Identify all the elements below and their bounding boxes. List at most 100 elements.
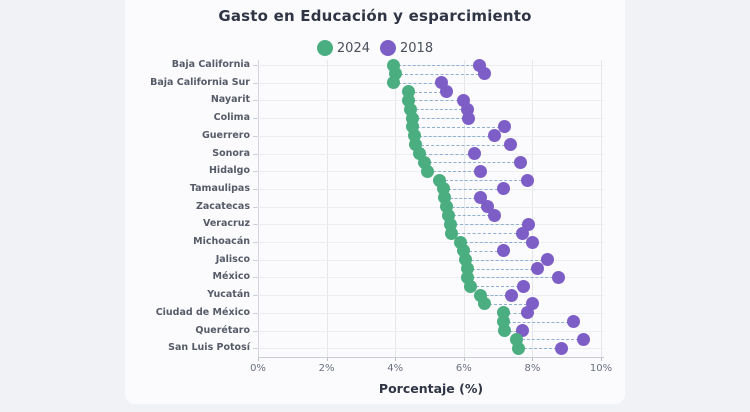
- y-axis-label: Baja California: [171, 59, 250, 70]
- x-tick-mark: [532, 357, 534, 361]
- dot-2018: [525, 235, 539, 249]
- horizontal-gridline: [258, 242, 604, 243]
- y-tick-mark: [253, 171, 258, 173]
- legend-item-2024[interactable]: 2024: [316, 40, 370, 56]
- x-axis-line: [258, 357, 604, 358]
- y-tick-mark: [253, 330, 258, 332]
- dot-2018: [440, 85, 454, 99]
- y-tick-mark: [253, 348, 258, 350]
- dot-2024: [421, 164, 435, 178]
- connector-line: [470, 259, 543, 261]
- vertical-gridline: [601, 60, 602, 357]
- y-tick-mark: [253, 295, 258, 297]
- y-axis-label: México: [212, 271, 250, 283]
- connector-line: [508, 321, 569, 323]
- horizontal-gridline: [258, 259, 604, 261]
- dot-2018: [474, 164, 488, 178]
- connector-line: [465, 242, 528, 243]
- y-axis-label: Querétaro: [195, 324, 250, 336]
- horizontal-gridline: [258, 330, 604, 332]
- dot-2018: [531, 262, 545, 276]
- y-tick-mark: [253, 118, 258, 120]
- connector-line: [432, 171, 476, 173]
- plot-area: 0% 2% 4% 6% 8% 10% Baja California Baja Califor…: [125, 0, 625, 404]
- vertical-gridline: [463, 60, 465, 357]
- y-axis-label: Nayarit: [210, 94, 250, 106]
- x-tick-label: 10%: [589, 363, 613, 374]
- connector-line: [398, 65, 475, 66]
- legend-dot-2018-icon: [380, 40, 396, 56]
- y-axis-label: Yucatán: [207, 289, 250, 301]
- y-axis-label: Sonora: [212, 147, 250, 159]
- vertical-gridline: [258, 60, 259, 357]
- x-tick-mark: [601, 357, 602, 361]
- dot-2018: [488, 129, 502, 143]
- dot-2024: [477, 297, 491, 311]
- connector-line: [415, 109, 463, 111]
- y-axis-label: San Luis Potosí: [168, 342, 250, 354]
- chart-legend: 2024 2018: [125, 40, 625, 56]
- connector-line: [448, 188, 499, 190]
- x-tick-label: 8%: [524, 363, 541, 374]
- connector-line: [472, 268, 533, 270]
- connector-line: [468, 250, 499, 252]
- dot-2018: [520, 173, 534, 187]
- chart-title: Gasto en Educación y esparcimiento: [218, 7, 532, 25]
- horizontal-gridline: [258, 295, 604, 297]
- legend-item-2018[interactable]: 2018: [380, 40, 433, 56]
- connector-line: [413, 91, 442, 93]
- dot-2018: [555, 341, 569, 355]
- y-axis-label: Tamaulipas: [189, 182, 250, 194]
- connector-line: [419, 135, 490, 137]
- dot-2024: [386, 76, 400, 90]
- connector-line: [456, 233, 518, 235]
- dot-2018: [517, 279, 531, 293]
- connector-line: [475, 286, 519, 288]
- dot-2018: [496, 182, 510, 196]
- connector-line: [444, 180, 523, 182]
- dot-2018: [496, 244, 510, 258]
- x-tick-label: 4%: [387, 363, 404, 374]
- connector-line: [453, 215, 490, 217]
- x-axis-title: Porcentaje (%): [378, 381, 484, 396]
- dot-2018: [567, 315, 581, 329]
- connector-line: [424, 153, 470, 155]
- connector-line: [521, 339, 579, 341]
- vertical-gridline: [395, 60, 397, 357]
- dot-2024: [498, 324, 512, 337]
- y-axis-label: Ciudad de México: [155, 306, 250, 318]
- horizontal-gridline: [258, 188, 604, 190]
- dot-2018: [551, 270, 565, 284]
- dot-2018: [467, 147, 481, 160]
- y-axis-label: Guerrero: [201, 129, 250, 141]
- x-tick-mark: [258, 357, 259, 361]
- dot-2024: [512, 341, 526, 355]
- y-axis-label: Hidalgo: [208, 165, 250, 177]
- y-tick-mark: [253, 135, 258, 137]
- dot-2018: [503, 138, 517, 152]
- y-tick-mark: [253, 242, 258, 243]
- y-axis-label: Michoacán: [193, 236, 250, 247]
- connector-line: [509, 330, 518, 332]
- dot-2018: [477, 67, 491, 81]
- y-axis-label: Colima: [213, 112, 250, 124]
- x-tick-label: 6%: [455, 363, 472, 374]
- dot-2018: [462, 111, 476, 125]
- connector-line: [429, 162, 516, 164]
- dot-2018: [577, 332, 591, 346]
- y-tick-mark: [253, 224, 258, 226]
- connector-line: [420, 144, 506, 146]
- horizontal-gridline: [258, 206, 604, 208]
- connector-line: [398, 82, 437, 84]
- dot-2018: [513, 155, 527, 169]
- y-tick-mark: [253, 82, 258, 84]
- connector-line: [413, 100, 459, 102]
- y-axis-label: Baja California Sur: [150, 76, 250, 88]
- connector-line: [472, 277, 554, 279]
- horizontal-gridline: [258, 277, 604, 279]
- x-tick-label: 0%: [250, 363, 266, 374]
- horizontal-gridline: [258, 348, 604, 350]
- y-axis-label: Jalisco: [215, 253, 250, 265]
- y-tick-mark: [253, 153, 258, 155]
- dot-2024: [464, 279, 478, 293]
